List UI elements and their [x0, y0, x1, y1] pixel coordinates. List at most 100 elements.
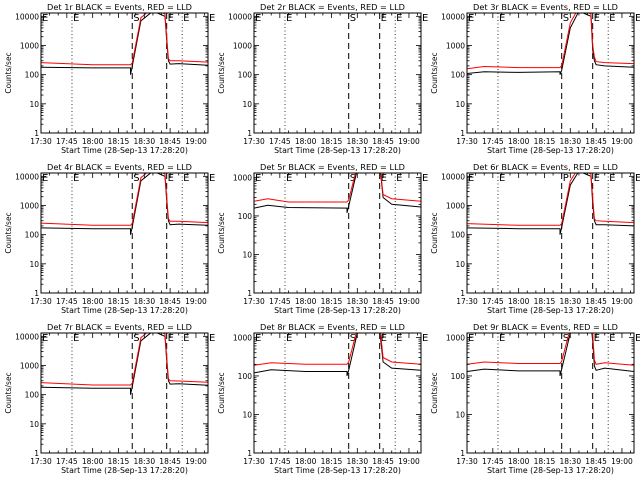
annotation-label: E [396, 333, 402, 344]
x-axis-label: Start Time (28-Sep-13 17:28:20) [274, 146, 401, 155]
annotation-label: E [209, 173, 215, 184]
y-tick-label: 100 [25, 71, 40, 80]
annotation-label: E [609, 13, 615, 24]
series-lld-line [41, 13, 208, 66]
annotation-label: S [133, 173, 139, 184]
y-tick-label: 1 [460, 449, 465, 458]
x-tick-label: 18:45 [159, 297, 181, 306]
series-lld-line [467, 173, 634, 226]
y-tick-label: 10 [242, 410, 252, 419]
x-tick-label: 17:45 [482, 457, 504, 466]
annotation-label: E [42, 13, 48, 24]
annotation-label: E [183, 333, 189, 344]
x-tick-label: 17:45 [56, 137, 78, 146]
y-tick-label: 100 [451, 71, 466, 80]
annotation-label: E [609, 333, 615, 344]
y-tick-label: 10000 [228, 12, 252, 21]
y-tick-label: 10 [242, 100, 252, 109]
x-tick-label: 18:30 [346, 457, 368, 466]
y-tick-label: 10000 [15, 12, 39, 21]
plot-frame [40, 172, 209, 294]
panel-title: Det 3r BLACK = Events, RED = LLD [473, 2, 618, 12]
panel-title: Det 5r BLACK = Events, RED = LLD [260, 162, 405, 172]
series-lld-line [41, 333, 208, 386]
annotation-label: E [73, 333, 79, 344]
y-tick-label: 1000 [446, 41, 465, 50]
y-tick-label: 1000 [446, 333, 465, 342]
y-tick-label: 1 [247, 289, 252, 298]
annotation-label: E [609, 173, 615, 184]
x-axis-label: Start Time (28-Sep-13 17:28:20) [274, 306, 401, 315]
y-tick-label: 1000 [446, 201, 465, 210]
annotation-label: E [422, 13, 428, 24]
plot-frame [253, 332, 422, 454]
series-lld-line [41, 173, 208, 226]
annotation-label: E [73, 173, 79, 184]
y-tick-label: 100 [238, 71, 253, 80]
y-tick-label: 1000 [233, 41, 252, 50]
x-tick-label: 18:30 [346, 137, 368, 146]
y-tick-label: 1 [460, 289, 465, 298]
annotation-label: E [255, 13, 261, 24]
x-tick-label: 19:00 [611, 137, 633, 146]
panel-title: Det 7r BLACK = Events, RED = LLD [47, 322, 192, 332]
annotation-label: S [350, 13, 356, 24]
x-tick-label: 17:45 [269, 297, 291, 306]
y-axis-label: Counts/sec [217, 212, 226, 253]
annotation-label: S [563, 333, 569, 344]
y-tick-label: 10000 [15, 172, 39, 181]
x-tick-label: 18:45 [159, 457, 181, 466]
series-events-line [41, 13, 208, 75]
x-tick-label: 18:45 [372, 457, 394, 466]
x-tick-label: 18:00 [295, 457, 317, 466]
y-axis-label: Counts/sec [4, 52, 13, 93]
x-tick-label: 18:00 [82, 457, 104, 466]
x-tick-label: 18:00 [82, 137, 104, 146]
annotation-label: E [468, 173, 474, 184]
y-tick-label: 10 [455, 100, 465, 109]
x-axis-label: Start Time (28-Sep-13 17:28:20) [61, 306, 188, 315]
annotation-label: E [381, 13, 387, 24]
annotation-label: E [42, 333, 48, 344]
x-tick-label: 18:30 [559, 457, 581, 466]
annotation-label: E [499, 173, 505, 184]
x-tick-label: 17:45 [56, 297, 78, 306]
x-axis-label: Start Time (28-Sep-13 17:28:20) [61, 466, 188, 475]
x-tick-label: 18:00 [82, 297, 104, 306]
annotation-label: E [168, 13, 174, 24]
plot-frame [40, 332, 209, 454]
panel-title: Det 4r BLACK = Events, RED = LLD [47, 162, 192, 172]
annotation-label: E [168, 333, 174, 344]
y-tick-label: 1 [34, 449, 39, 458]
x-tick-label: 17:30 [243, 137, 265, 146]
annotation-label: E [183, 173, 189, 184]
series-lld-line [254, 173, 421, 203]
x-tick-label: 18:30 [133, 297, 155, 306]
x-tick-label: 19:00 [398, 137, 420, 146]
series-events-line [254, 333, 421, 377]
y-tick-label: 10000 [441, 172, 465, 181]
x-tick-label: 18:00 [508, 457, 530, 466]
series-events-line [467, 13, 634, 75]
y-tick-label: 10 [29, 420, 39, 429]
x-tick-label: 17:30 [456, 137, 478, 146]
x-tick-label: 17:30 [243, 457, 265, 466]
annotation-label: P [563, 173, 569, 184]
y-tick-label: 1000 [233, 173, 252, 182]
x-tick-label: 18:45 [159, 137, 181, 146]
series-lld-line [467, 13, 634, 70]
annotation-label: E [73, 13, 79, 24]
y-tick-label: 1000 [20, 41, 39, 50]
x-tick-label: 18:45 [585, 137, 607, 146]
x-tick-label: 18:30 [133, 137, 155, 146]
x-tick-label: 17:30 [243, 297, 265, 306]
annotation-label: E [42, 173, 48, 184]
y-axis-label: Counts/sec [430, 212, 439, 253]
x-tick-label: 19:00 [185, 297, 207, 306]
series-lld-line [467, 333, 634, 366]
series-events-line [467, 333, 634, 377]
plot-frame [466, 172, 635, 294]
x-tick-label: 19:00 [185, 457, 207, 466]
